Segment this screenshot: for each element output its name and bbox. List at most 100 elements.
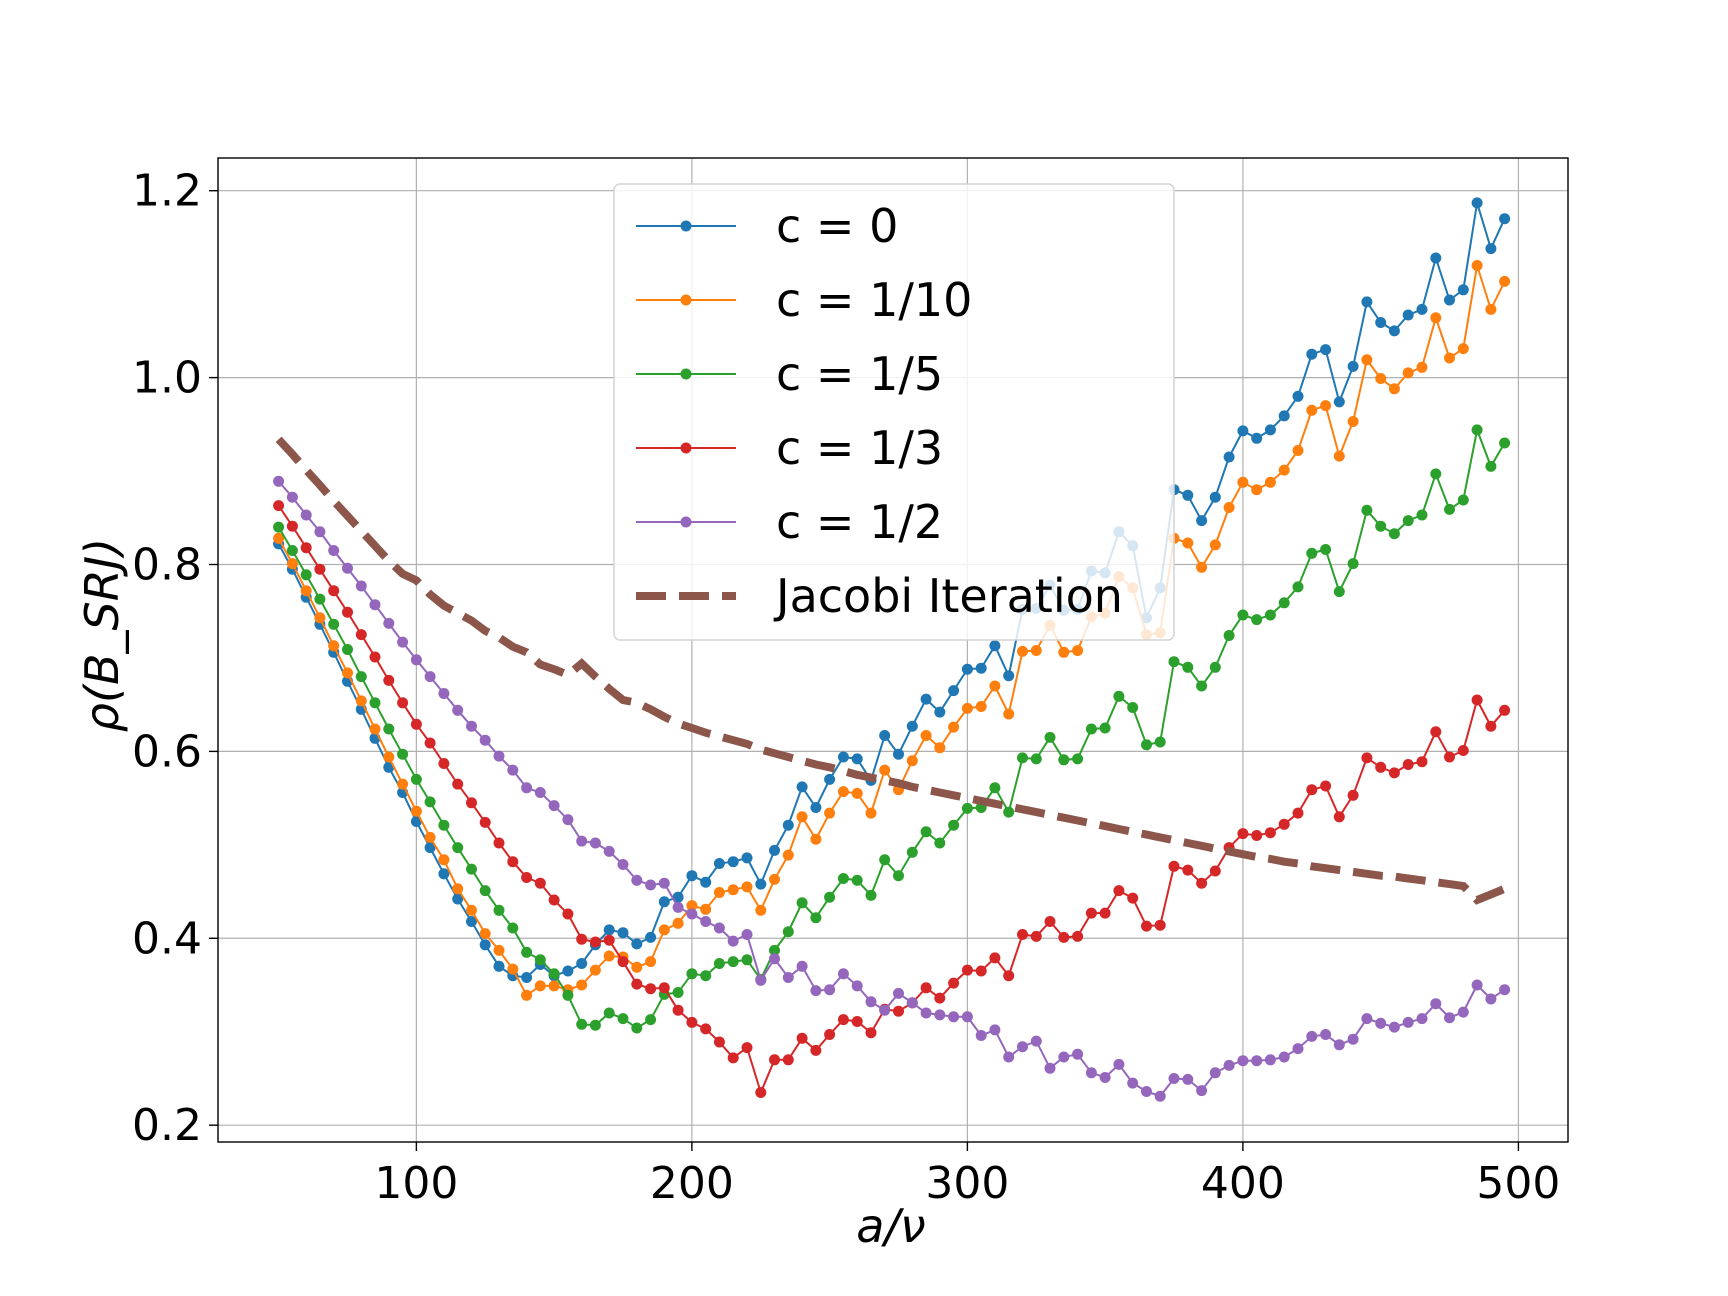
data-point [1375,317,1387,328]
legend-label: c = 1/2 [776,495,943,549]
data-point [1416,509,1428,521]
legend: c = 0 c = 1/10 c = 1/5 c = 1/3 c = 1/2 Jacobi… [613,183,1175,641]
data-point [1347,1033,1359,1045]
data-point [300,542,312,554]
data-point [424,671,436,683]
data-point [989,782,1001,794]
data-point [1209,661,1221,673]
data-point [534,954,546,966]
data-point [658,877,670,889]
data-point [466,916,477,927]
data-point [452,704,464,716]
data-point [1113,1058,1125,1070]
data-point [948,1011,960,1023]
legend-label: c = 1/5 [776,347,943,401]
data-point [507,963,519,975]
data-point [686,968,698,980]
data-point [810,912,822,924]
data-point [1361,504,1373,516]
data-point [355,695,367,707]
data-point [521,946,533,958]
data-point [1030,753,1042,765]
data-point [700,876,712,888]
data-point [934,1009,946,1021]
data-point [865,807,877,819]
data-point [1306,348,1318,360]
y-tick-label: 1.0 [132,353,202,404]
data-point [934,742,946,754]
x-tick-label: 100 [374,1158,458,1209]
legend-label: Jacobi Iteration [773,569,1123,623]
data-point [1320,1029,1332,1040]
data-point [1499,984,1511,996]
data-point [713,958,725,969]
data-point [521,782,533,794]
data-point [1154,1090,1166,1102]
data-point [1333,1039,1345,1051]
data-point [920,826,932,838]
data-point [1017,929,1028,940]
data-point [1113,690,1125,702]
legend-item-3: c = 1/3 [636,421,943,475]
data-point [273,500,285,512]
data-point [1209,491,1221,503]
legend-marker [680,294,692,306]
data-point [576,933,588,945]
data-point [906,720,918,732]
data-point [369,651,381,663]
data-point [713,922,725,934]
data-point [755,904,767,916]
data-point [851,980,863,992]
data-point [645,956,657,968]
data-point [603,845,615,857]
data-point [410,805,422,817]
y-tick-label: 0.4 [132,913,202,964]
data-point [851,787,863,799]
data-point [1196,561,1208,573]
data-point [1347,558,1359,570]
data-point [727,956,739,968]
data-point [865,889,877,901]
data-point [948,977,960,989]
data-point [658,982,670,994]
data-point [603,934,615,946]
data-point [1168,656,1180,668]
data-point [1306,404,1318,416]
data-point [548,894,560,906]
data-point [672,917,684,929]
data-point [782,849,794,861]
data-point [989,1024,1001,1036]
data-point [1292,390,1304,402]
data-point [410,773,422,785]
y-tick-label: 0.2 [132,1100,202,1151]
data-point [1099,907,1111,919]
data-point [741,881,753,893]
data-point [479,734,491,746]
data-point [700,903,712,915]
data-point [686,1016,698,1028]
data-point [961,802,973,814]
data-point [603,950,615,962]
data-point [562,908,574,920]
data-point [1017,1041,1028,1053]
data-point [1416,756,1428,768]
data-point [521,972,533,983]
data-point [1388,325,1400,337]
legend-marker [680,368,692,380]
data-point [1127,1077,1139,1089]
data-point [1209,539,1221,551]
data-point [1127,892,1139,904]
data-point [1375,1017,1387,1029]
data-point [452,778,464,790]
data-point [1251,830,1263,841]
data-point [672,987,684,998]
data-point [273,521,285,533]
y-tick-label: 0.6 [132,726,202,777]
data-point [452,893,464,905]
data-point [989,680,1001,692]
data-point [493,904,505,916]
data-point [1430,468,1442,480]
data-point [342,644,353,655]
data-point [810,833,822,845]
data-point [796,960,808,972]
